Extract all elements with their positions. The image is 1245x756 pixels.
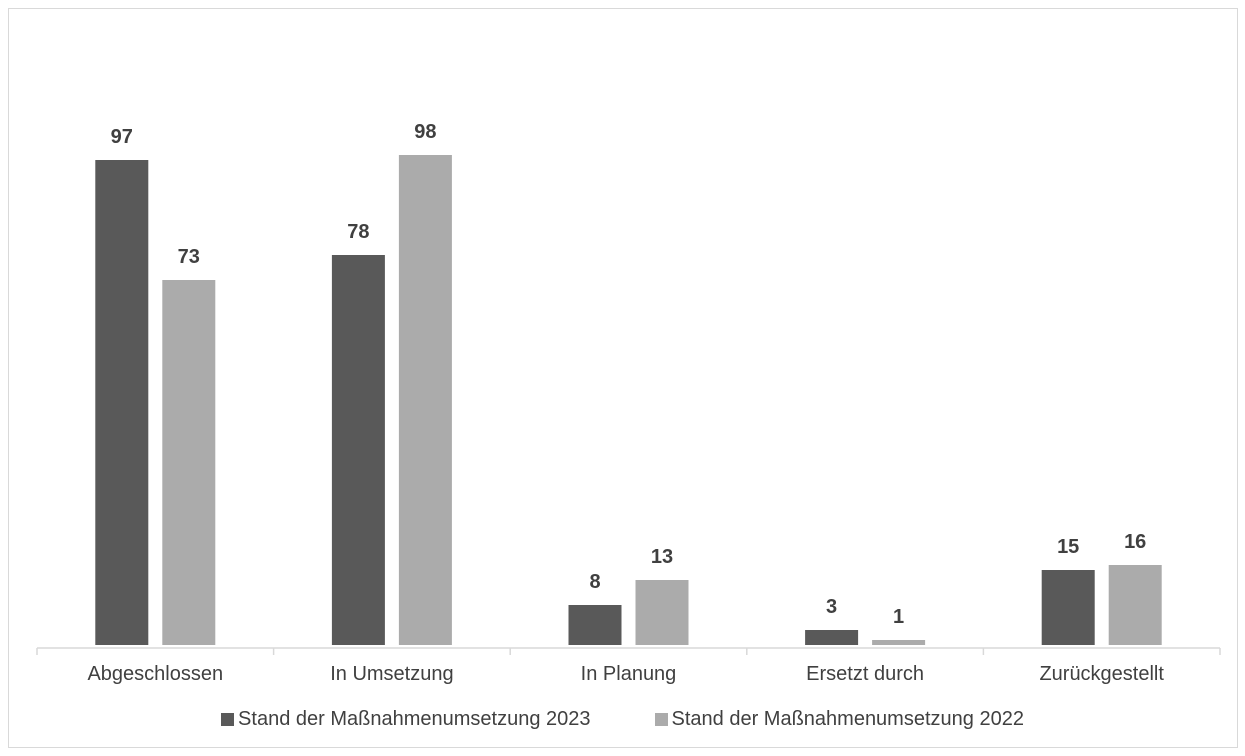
bar-2023-4 bbox=[1041, 570, 1095, 645]
bar-2022-0 bbox=[162, 280, 216, 645]
legend-swatch-2022 bbox=[654, 713, 668, 726]
data-label: 1 bbox=[893, 606, 904, 628]
bar-2023-1 bbox=[331, 255, 385, 645]
bar-2022-4 bbox=[1108, 565, 1162, 645]
data-label: 97 bbox=[111, 126, 133, 148]
bars-group bbox=[95, 155, 1162, 645]
bar-2023-3 bbox=[805, 630, 859, 645]
bar-2022-1 bbox=[398, 155, 452, 645]
data-label: 78 bbox=[347, 221, 369, 243]
legend-swatch-2023 bbox=[221, 713, 235, 726]
legend: Stand der Maßnahmenumsetzung 2023 Stand … bbox=[0, 708, 1245, 731]
legend-item-2022: Stand der Maßnahmenumsetzung 2022 bbox=[654, 708, 1024, 731]
data-labels-group: 97 73 78 98 8 13 3 1 15 16 bbox=[111, 121, 1147, 628]
bar-2022-3 bbox=[872, 640, 926, 645]
category-label: Zurückgestellt bbox=[1039, 663, 1164, 685]
category-label: In Umsetzung bbox=[330, 663, 453, 685]
data-label: 8 bbox=[589, 571, 600, 593]
x-axis-ticks bbox=[36, 648, 1221, 655]
bar-2022-2 bbox=[635, 580, 689, 645]
bar-2023-2 bbox=[568, 605, 622, 645]
data-label: 16 bbox=[1124, 531, 1146, 553]
data-label: 15 bbox=[1057, 536, 1079, 558]
bar-chart: 97 73 78 98 8 13 3 1 15 16 Abgeschlossen In Umsetz… bbox=[36, 121, 1221, 685]
category-label: Ersetzt durch bbox=[806, 663, 924, 685]
legend-label-2023: Stand der Maßnahmenumsetzung 2023 bbox=[238, 708, 591, 730]
category-label: Abgeschlossen bbox=[87, 663, 223, 685]
legend-label-2022: Stand der Maßnahmenumsetzung 2022 bbox=[671, 708, 1024, 730]
data-label: 98 bbox=[414, 121, 436, 143]
category-labels-group: Abgeschlossen In Umsetzung In Planung Erset… bbox=[87, 663, 1164, 685]
data-label: 73 bbox=[178, 246, 200, 268]
data-label: 13 bbox=[651, 546, 673, 568]
category-label: In Planung bbox=[581, 663, 677, 685]
bar-2023-0 bbox=[95, 160, 149, 645]
legend-item-2023: Stand der Maßnahmenumsetzung 2023 bbox=[221, 708, 591, 731]
data-label: 3 bbox=[826, 596, 837, 618]
